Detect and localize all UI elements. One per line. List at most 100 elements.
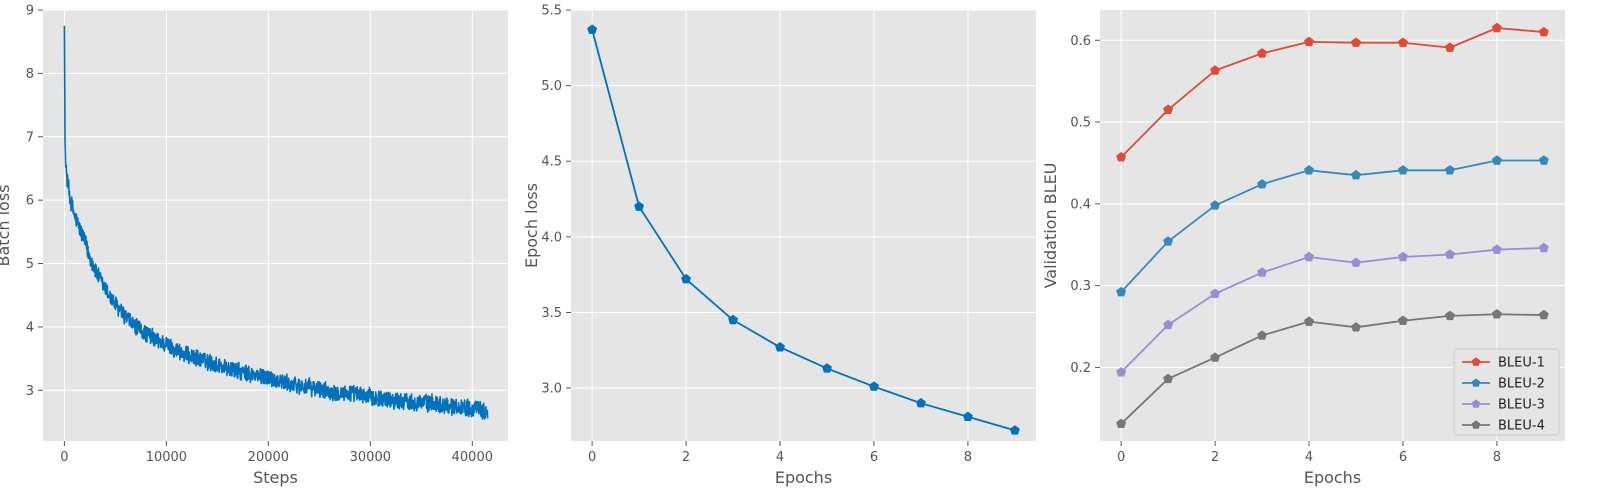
- y-tick-label: 4.0: [541, 230, 562, 245]
- legend-label: BLEU-2: [1498, 377, 1545, 392]
- data-point: [1257, 48, 1268, 58]
- data-point: [1351, 257, 1361, 267]
- legend-marker: [1471, 420, 1481, 429]
- legend-label: BLEU-3: [1498, 398, 1545, 413]
- series-line-batch-loss: [63, 25, 489, 420]
- y-tick-label: 4: [26, 320, 34, 335]
- data-point: [634, 201, 645, 211]
- data-point: [1304, 316, 1314, 326]
- data-point: [1538, 242, 1549, 253]
- x-tick-label: 4: [776, 450, 784, 465]
- legend-marker: [1471, 357, 1481, 366]
- data-point: [1116, 418, 1127, 429]
- data-point: [1444, 42, 1455, 52]
- legend-label: BLEU-1: [1498, 356, 1545, 371]
- x-tick-label: 0: [1117, 450, 1125, 465]
- data-point: [1257, 267, 1268, 277]
- legend: BLEU-1 BLEU-2 BLEU-3 BLEU-4: [1453, 348, 1560, 436]
- legend-label: BLEU-4: [1498, 419, 1545, 434]
- chart-panel-2: 0 2 4 6 8 3.0 3.5 4.0 4.5 5.0 5.5 Epochs Epoch loss: [522, 4, 1036, 487]
- data-point: [1351, 322, 1361, 332]
- y-tick-label: 9: [26, 4, 34, 19]
- x-axis-label: Epochs: [1304, 468, 1361, 487]
- x-tick-label: 2: [682, 450, 690, 465]
- data-point: [1491, 309, 1502, 319]
- y-axis-label: Batch loss: [0, 185, 13, 267]
- x-tick-label: 30000: [350, 450, 391, 465]
- legend-box: [1453, 348, 1560, 436]
- y-tick-label: 6: [26, 194, 34, 209]
- y-tick-label: 5.5: [541, 4, 562, 19]
- y-tick-label: 0.4: [1070, 197, 1091, 212]
- data-point: [1397, 315, 1408, 325]
- y-tick-label: 3: [26, 384, 34, 399]
- data-point: [1116, 286, 1127, 297]
- y-tick-label: 5.0: [541, 79, 562, 94]
- y-tick-label: 0.6: [1070, 34, 1091, 49]
- data-point: [1163, 373, 1174, 384]
- y-tick-label: 3.5: [541, 306, 562, 321]
- x-tick-label: 2: [1211, 450, 1219, 465]
- data-point: [1397, 37, 1408, 47]
- data-point: [1491, 155, 1502, 165]
- data-point: [1538, 26, 1549, 37]
- x-tick-label: 0: [588, 450, 596, 465]
- data-point: [962, 411, 973, 422]
- data-point: [1210, 288, 1221, 299]
- data-point: [1163, 236, 1174, 246]
- data-point: [728, 314, 739, 325]
- legend-marker: [1471, 399, 1481, 408]
- y-tick-label: 8: [26, 67, 34, 82]
- data-point: [1444, 310, 1455, 321]
- y-tick-label: 3.0: [541, 382, 562, 397]
- plot-area: [43, 10, 508, 441]
- data-point: [1444, 249, 1455, 259]
- data-point: [1444, 165, 1455, 175]
- x-axis-label: Steps: [253, 468, 298, 487]
- y-tick-label: 4.5: [541, 155, 562, 170]
- data-point: [1304, 251, 1314, 262]
- data-point: [1538, 309, 1549, 320]
- data-point: [1351, 169, 1361, 180]
- x-tick-label: 0: [60, 450, 68, 465]
- data-point: [1304, 165, 1314, 175]
- x-tick-label: 6: [870, 450, 878, 465]
- plot-area: [571, 10, 1036, 441]
- data-point: [1257, 178, 1268, 189]
- data-point: [1397, 251, 1408, 262]
- data-point: [868, 381, 879, 391]
- x-tick-label: 8: [964, 450, 972, 465]
- x-tick-label: 10000: [146, 450, 187, 465]
- y-tick-label: 0.3: [1070, 279, 1091, 294]
- data-point: [775, 342, 785, 352]
- y-tick-label: 5: [26, 257, 34, 272]
- series-line-bleu-1: [1120, 27, 1544, 158]
- x-tick-label: 20000: [248, 450, 289, 465]
- y-axis-label: Validation BLEU: [1041, 163, 1060, 289]
- data-point: [1397, 165, 1408, 175]
- data-point: [1116, 367, 1127, 377]
- data-point: [1538, 155, 1549, 165]
- chart-panel-3: 0 2 4 6 8 0.2 0.3 0.4 0.5 0.6 Epochs Validation BLE…: [1041, 10, 1565, 487]
- y-tick-label: 0.2: [1070, 361, 1091, 376]
- data-point: [1491, 22, 1502, 33]
- y-axis-label: Epoch loss: [522, 183, 541, 268]
- series-line-bleu-3: [1120, 247, 1544, 373]
- data-point: [1257, 330, 1268, 340]
- data-point: [1210, 65, 1221, 75]
- data-point: [1491, 244, 1502, 254]
- data-point: [915, 397, 926, 408]
- data-point: [1163, 104, 1174, 114]
- data-point: [1351, 37, 1361, 47]
- data-point: [1210, 200, 1221, 210]
- series-line-epoch-loss: [591, 29, 1016, 432]
- x-tick-label: 8: [1493, 450, 1501, 465]
- x-tick-label: 40000: [452, 450, 493, 465]
- data-point: [1304, 36, 1314, 47]
- y-tick-label: 0.5: [1070, 116, 1091, 131]
- data-point: [587, 24, 598, 34]
- series-line-bleu-2: [1120, 159, 1544, 293]
- x-tick-label: 6: [1399, 450, 1407, 465]
- data-point: [681, 273, 692, 284]
